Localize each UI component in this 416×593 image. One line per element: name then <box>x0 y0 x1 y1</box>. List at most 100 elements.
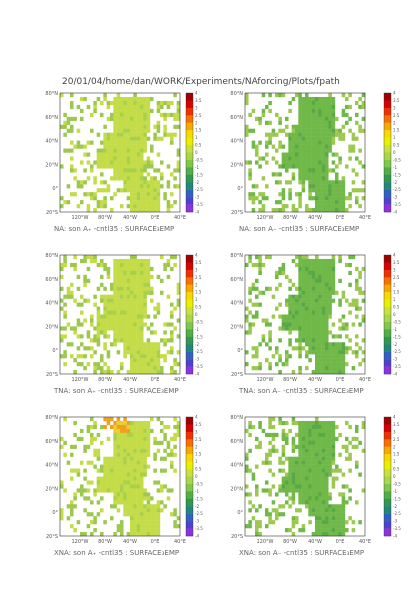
data-cell <box>150 362 154 367</box>
data-cell <box>275 112 279 117</box>
data-cell <box>271 472 276 477</box>
data-cell <box>315 342 319 347</box>
colorbar-tick-label: -2.5 <box>195 349 203 354</box>
data-cell <box>133 100 137 106</box>
data-cell <box>275 274 279 279</box>
data-cell <box>116 282 121 287</box>
lat-label: 80°N <box>45 91 58 97</box>
data-cell <box>136 164 141 169</box>
data-cell <box>288 152 292 157</box>
data-cell <box>315 318 319 323</box>
data-cell <box>166 100 171 106</box>
data-cell <box>153 528 157 533</box>
data-cell <box>93 520 97 525</box>
colorbar-tick-label: -1.5 <box>195 172 203 177</box>
data-cell <box>248 326 252 331</box>
data-cell <box>143 164 147 169</box>
data-cell <box>321 310 326 315</box>
data-cell <box>130 524 134 529</box>
data-cell <box>140 176 144 181</box>
data-cell <box>90 480 94 485</box>
data-cell <box>261 338 266 343</box>
data-cell <box>116 188 121 193</box>
data-cell <box>173 176 177 181</box>
data-cell <box>248 508 252 513</box>
data-cell <box>268 330 272 335</box>
data-cell <box>66 120 71 125</box>
data-cell <box>275 512 279 517</box>
data-cell <box>150 290 154 295</box>
data-cell <box>298 255 302 260</box>
data-cell <box>63 488 67 493</box>
data-cell <box>288 326 292 331</box>
data-cell <box>73 326 77 331</box>
data-cell <box>275 516 279 521</box>
data-cell <box>341 504 346 509</box>
data-cell <box>345 298 349 303</box>
data-cell <box>335 350 339 355</box>
data-cell <box>116 128 121 133</box>
data-cell <box>298 124 302 129</box>
data-cell <box>126 306 131 311</box>
data-cell <box>275 286 279 291</box>
data-cell <box>90 436 94 441</box>
data-cell <box>285 204 289 209</box>
data-cell <box>315 120 319 125</box>
data-cell <box>338 358 342 363</box>
data-cell <box>156 354 161 359</box>
data-cell <box>123 148 127 153</box>
data-cell <box>315 172 319 177</box>
colorbar-segment <box>384 299 391 308</box>
data-cell <box>285 456 289 461</box>
data-cell <box>176 334 181 339</box>
data-cell <box>120 532 124 537</box>
data-cell <box>133 322 137 327</box>
data-cell <box>355 278 359 283</box>
data-cell <box>308 322 312 327</box>
data-cell <box>143 184 147 189</box>
data-cell <box>143 508 147 513</box>
data-cell <box>298 120 302 125</box>
data-cell <box>146 266 151 272</box>
data-cell <box>100 318 104 323</box>
data-cell <box>136 302 141 307</box>
data-cell <box>136 204 141 209</box>
data-cell <box>311 164 316 169</box>
data-cell <box>130 184 134 189</box>
data-cell <box>288 310 292 315</box>
data-cell <box>331 104 336 110</box>
data-cell <box>308 476 312 481</box>
data-cell <box>163 192 167 197</box>
data-cell <box>113 108 117 114</box>
data-cell <box>156 370 161 375</box>
data-cell <box>123 496 127 501</box>
data-cell <box>251 200 256 205</box>
data-cell <box>298 420 302 426</box>
data-cell <box>113 480 117 485</box>
data-cell <box>76 104 81 110</box>
data-cell <box>83 448 87 453</box>
data-cell <box>133 204 137 209</box>
data-cell <box>268 322 272 327</box>
data-cell <box>318 366 322 371</box>
data-cell <box>160 255 164 260</box>
data-cell <box>291 164 296 169</box>
lat-label: 0° <box>237 348 243 354</box>
data-cell <box>106 274 111 279</box>
data-cell <box>153 180 157 185</box>
data-cell <box>335 370 339 375</box>
data-cell <box>305 452 309 457</box>
data-cell <box>311 472 316 477</box>
data-cell <box>126 512 131 517</box>
data-cell <box>325 532 329 537</box>
data-cell <box>328 362 332 367</box>
data-cell <box>176 104 181 110</box>
data-cell <box>308 274 312 279</box>
data-cell <box>126 472 131 477</box>
data-cell <box>308 302 312 307</box>
data-cell <box>140 532 144 537</box>
data-cell <box>345 334 349 339</box>
data-cell <box>70 164 74 169</box>
colorbar-segment <box>384 130 391 138</box>
data-cell <box>251 128 256 133</box>
